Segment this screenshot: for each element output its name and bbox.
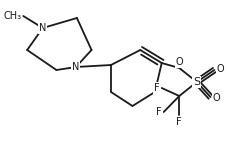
Text: O: O (213, 93, 220, 103)
Text: F: F (177, 117, 182, 127)
Text: O: O (175, 57, 183, 67)
Text: N: N (39, 23, 46, 33)
Text: S: S (193, 77, 200, 87)
Text: F: F (156, 107, 162, 117)
Text: CH₃: CH₃ (3, 11, 21, 21)
Text: F: F (154, 83, 160, 93)
Text: O: O (216, 64, 224, 74)
Text: N: N (72, 62, 80, 72)
